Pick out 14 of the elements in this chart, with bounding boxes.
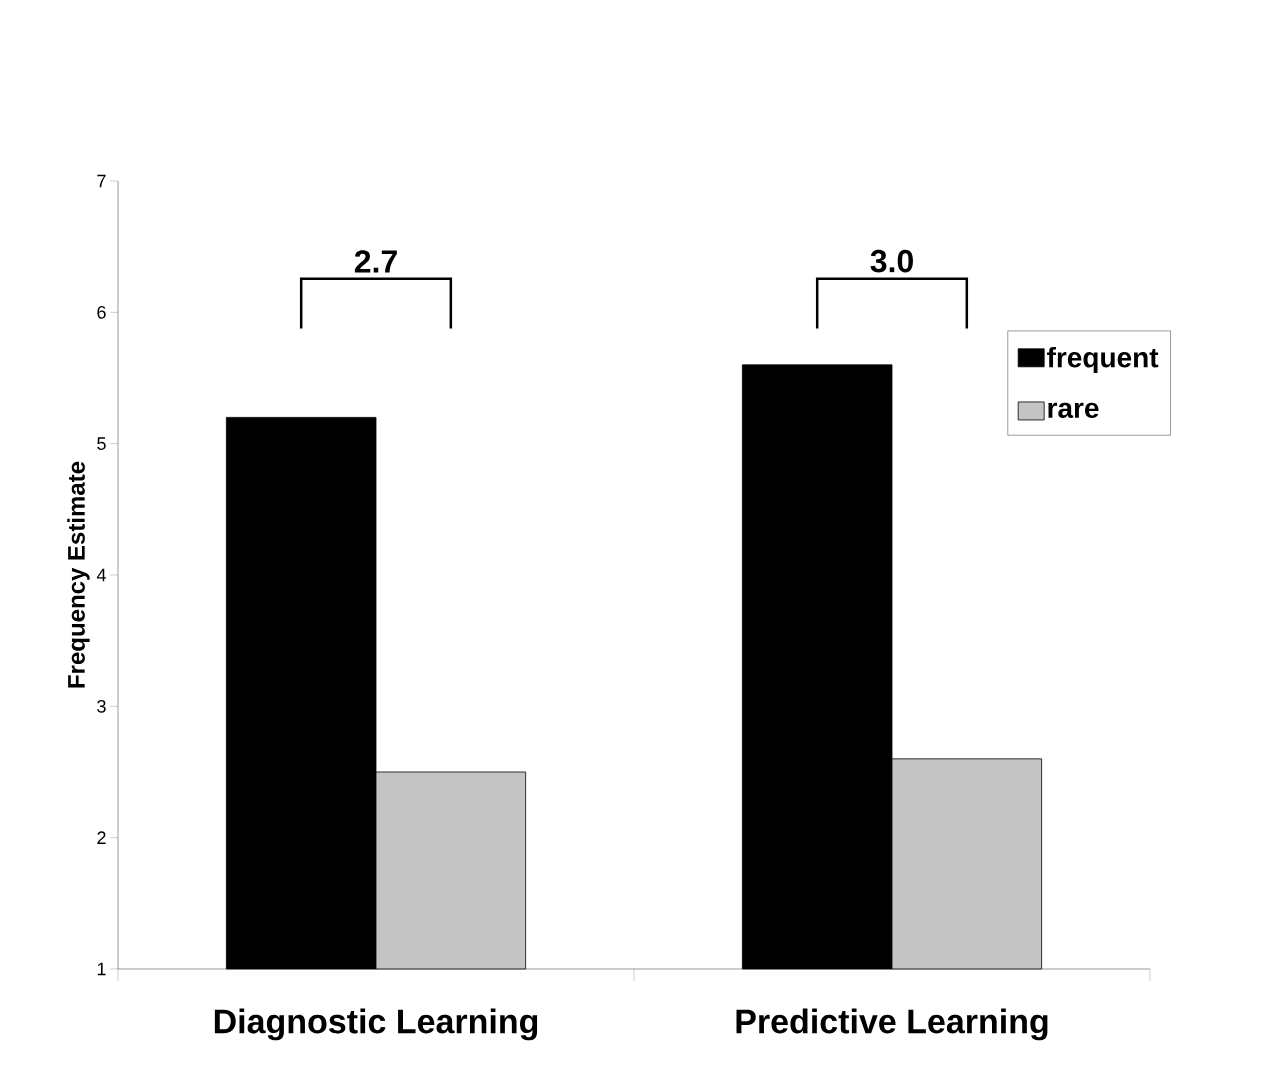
x-tick-label: Predictive Learning xyxy=(736,1008,1048,1041)
y-tick-label: 1 xyxy=(97,962,106,976)
y-tick-label: 6 xyxy=(97,305,106,319)
y-tick-label: 3 xyxy=(97,699,106,713)
y-tick-label: 5 xyxy=(97,437,106,450)
annotation: 3.0 xyxy=(870,249,913,273)
legend-label: rare xyxy=(1048,402,1099,419)
x-tick-label: Diagnostic Learning xyxy=(214,1008,538,1041)
y-tick-label: 7 xyxy=(97,174,106,188)
annotation: 2.7 xyxy=(354,250,397,273)
legend-label: frequent xyxy=(1047,346,1159,373)
y-axis-title: Frequency Estimate xyxy=(67,461,90,688)
y-tick-label: 2 xyxy=(97,831,106,844)
y-tick-label: 4 xyxy=(96,568,106,582)
